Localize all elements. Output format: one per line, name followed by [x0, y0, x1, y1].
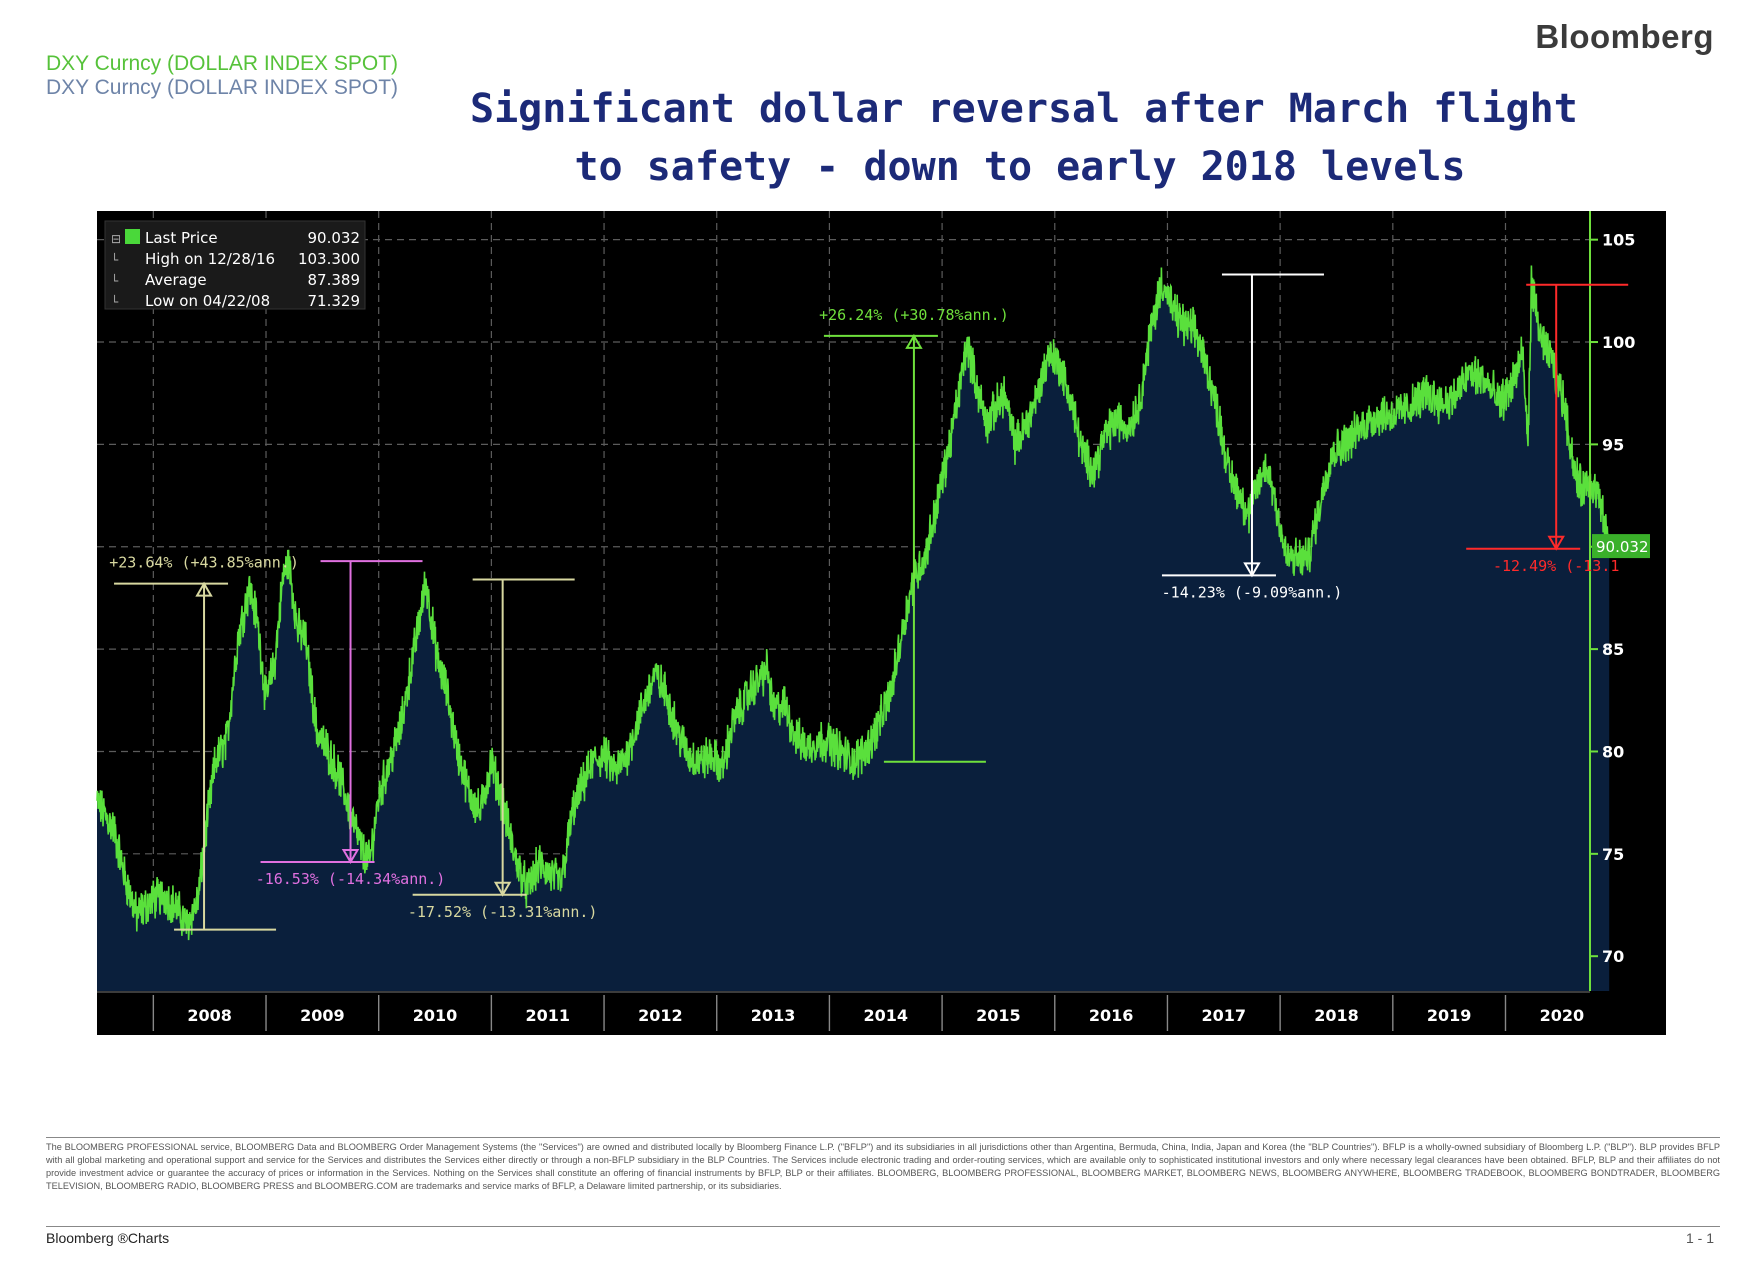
x-tick-label: 2008: [187, 1006, 232, 1025]
x-tick-label: 2019: [1427, 1006, 1472, 1025]
annotation-arrow-head: [905, 333, 923, 349]
legend-value: 103.300: [298, 250, 360, 268]
chart-title-line-2: to safety - down to early 2018 levels: [574, 144, 1466, 190]
legend-label: Last Price: [145, 229, 218, 247]
x-tick-label: 2009: [300, 1006, 345, 1025]
y-tick-label: 95: [1602, 435, 1624, 454]
y-tick-label: 100: [1602, 333, 1635, 352]
legend-marker: └: [111, 294, 119, 309]
annotation-label: -16.53% (-14.34%ann.): [256, 870, 446, 888]
y-tick-label: 70: [1602, 947, 1624, 966]
annotation-label: +23.64% (+43.85%ann.): [109, 554, 299, 572]
annotation-arrow-head: [1243, 562, 1261, 578]
x-tick-label: 2010: [413, 1006, 458, 1025]
x-tick-label: 2013: [751, 1006, 796, 1025]
page-number: 1 - 1: [1685, 1230, 1714, 1246]
annotation-label: +26.24% (+30.78%ann.): [819, 306, 1009, 324]
legend-box: [104, 220, 366, 310]
annotation-arrow-head: [341, 849, 360, 865]
last-price-tag: [1592, 534, 1650, 559]
price-line: [96, 265, 1610, 941]
x-tick-label: 2011: [525, 1006, 570, 1025]
footer-divider-bottom: [46, 1226, 1720, 1227]
legend-label: Average: [145, 271, 207, 289]
legend-label: High on 12/28/16: [145, 250, 275, 268]
y-tick-label: 105: [1602, 231, 1635, 250]
annotation-label: -17.52% (-13.31%ann.): [408, 903, 598, 921]
legend-marker: └: [111, 252, 119, 267]
x-tick-label: 2017: [1202, 1006, 1247, 1025]
legend-value: 90.032: [308, 229, 361, 247]
annotation-arrow-head: [493, 881, 512, 897]
x-tick-label: 2020: [1540, 1006, 1585, 1025]
x-tick-label: 2012: [638, 1006, 683, 1025]
series-label-secondary: DXY Curncy (DOLLAR INDEX SPOT): [46, 76, 399, 99]
y-tick-label: 75: [1602, 845, 1624, 864]
footer-brand: Bloomberg ®Charts: [46, 1230, 170, 1246]
x-tick-label: 2014: [863, 1006, 908, 1025]
annotation-label: -14.23% (-9.09%ann.): [1162, 583, 1343, 601]
legend-marker: ⊟: [111, 232, 121, 246]
disclaimer-text: The BLOOMBERG PROFESSIONAL service, BLOO…: [46, 1142, 1720, 1191]
bloomberg-logo: Bloomberg: [1535, 18, 1714, 55]
y-tick-label: 85: [1602, 640, 1624, 659]
last-price-tag-label: 90.032: [1596, 538, 1649, 556]
x-tick-label: 2016: [1089, 1006, 1134, 1025]
legend-value: 87.389: [308, 271, 361, 289]
series-label-primary: DXY Curncy (DOLLAR INDEX SPOT): [46, 52, 399, 75]
annotation-label: -12.49% (-13.1: [1493, 557, 1619, 575]
annotation-arrow-head: [195, 581, 213, 597]
annotation-arrow-head: [1547, 535, 1565, 551]
x-tick-label: 2018: [1314, 1006, 1359, 1025]
chart-title-line-1: Significant dollar reversal after March …: [470, 86, 1578, 132]
legend-label: Low on 04/22/08: [145, 292, 270, 310]
legend-value: 71.329: [308, 292, 361, 310]
footer-divider: [46, 1137, 1720, 1138]
legend-swatch: [125, 229, 140, 244]
x-tick-label: 2015: [976, 1006, 1021, 1025]
y-tick-label: 80: [1602, 742, 1624, 761]
legend-marker: └: [111, 273, 119, 288]
chart-title: Significant dollar reversal after March …: [470, 80, 1578, 196]
